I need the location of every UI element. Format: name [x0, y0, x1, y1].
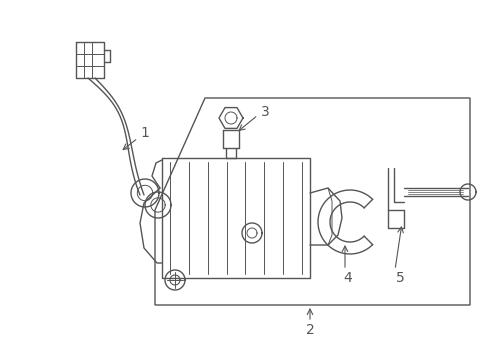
Text: 4: 4 [343, 271, 352, 285]
Text: 2: 2 [305, 323, 314, 337]
Text: 1: 1 [140, 126, 149, 140]
Text: 5: 5 [395, 271, 404, 285]
Text: 3: 3 [260, 105, 269, 119]
